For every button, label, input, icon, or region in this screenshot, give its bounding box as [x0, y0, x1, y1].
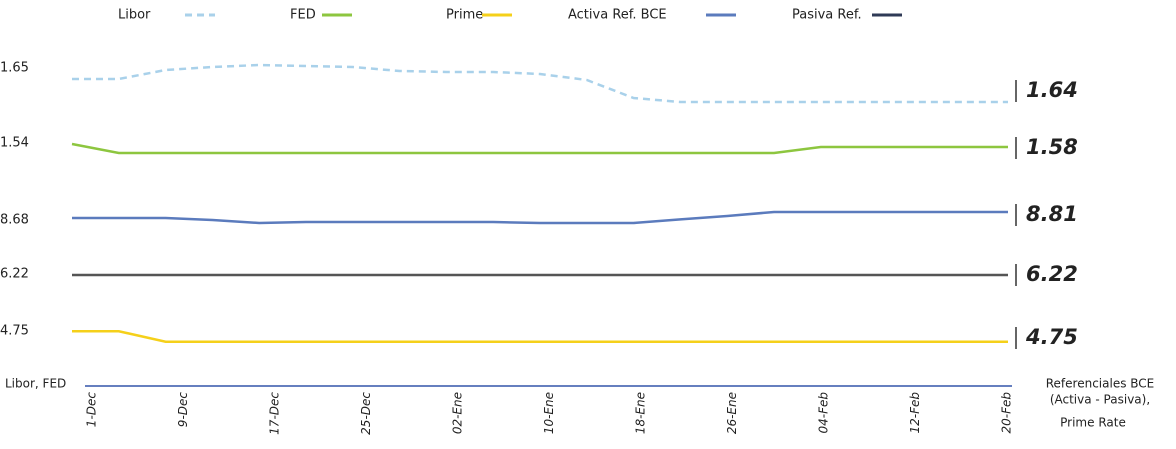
right-label: 6.22 — [1026, 262, 1078, 286]
right-label: 1.58 — [1026, 135, 1078, 159]
x-tick-label: 25-Dec — [359, 392, 373, 435]
x-tick-label: 10-Ene — [542, 392, 556, 434]
right-label: 8.81 — [1026, 202, 1078, 226]
series-line — [72, 63, 1008, 104]
legend-label: Prime — [446, 8, 483, 23]
right-label: 4.75 — [1025, 325, 1078, 349]
y-axis-label-left: Libor, FED — [5, 377, 66, 391]
x-tick-label: 17-Dec — [268, 392, 282, 435]
x-tick-label: 1-Dec — [85, 392, 99, 428]
left-label: 1.54 — [0, 136, 29, 151]
x-tick-label: 26-Ene — [725, 392, 739, 434]
x-tick-label: 04-Feb — [817, 392, 831, 434]
legend-label: Activa Ref. BCE — [568, 8, 667, 23]
series-line — [72, 210, 1008, 225]
x-tick-label: 18-Ene — [634, 392, 648, 434]
left-label: 6.22 — [0, 267, 29, 282]
legend-label: Pasiva Ref. — [792, 8, 862, 23]
legend-label: Libor — [118, 8, 151, 23]
left-label: 1.65 — [0, 61, 29, 76]
x-tick-label: 9-Dec — [176, 392, 190, 428]
legend-label: FED — [290, 8, 316, 23]
right-label: 1.64 — [1026, 78, 1078, 102]
left-label: 4.75 — [0, 324, 29, 339]
y-axis-label-right: Referenciales BCE — [1046, 377, 1155, 391]
series-line — [72, 330, 1008, 343]
y-axis-label-right: (Activa - Pasiva), — [1050, 393, 1150, 407]
y-axis-label-right: Prime Rate — [1060, 416, 1126, 430]
x-tick-label: 12-Feb — [908, 392, 922, 434]
x-tick-label: 20-Feb — [1000, 392, 1014, 434]
x-tick-label: 02-Ene — [451, 392, 465, 434]
left-label: 8.68 — [0, 213, 29, 228]
series-line — [71, 142, 1008, 155]
